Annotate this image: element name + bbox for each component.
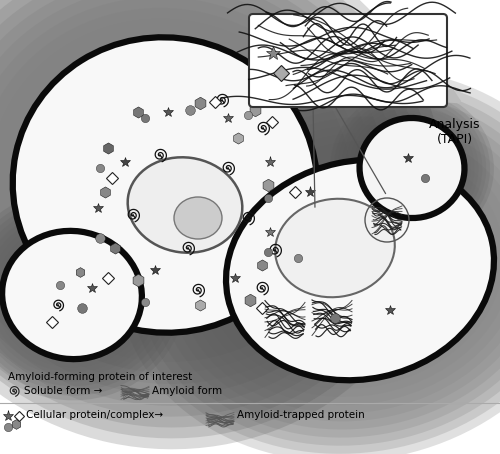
Ellipse shape xyxy=(128,157,242,253)
Ellipse shape xyxy=(12,37,318,333)
Ellipse shape xyxy=(360,118,465,218)
Ellipse shape xyxy=(174,197,222,239)
Ellipse shape xyxy=(148,93,500,438)
Ellipse shape xyxy=(0,0,422,428)
Ellipse shape xyxy=(346,104,478,232)
Ellipse shape xyxy=(0,213,160,377)
Ellipse shape xyxy=(2,231,142,359)
Ellipse shape xyxy=(334,94,490,242)
Text: Amyloid form: Amyloid form xyxy=(152,386,222,396)
Ellipse shape xyxy=(0,0,410,417)
Ellipse shape xyxy=(186,125,500,405)
Ellipse shape xyxy=(330,90,494,246)
Ellipse shape xyxy=(0,0,387,395)
Ellipse shape xyxy=(342,101,482,235)
Ellipse shape xyxy=(338,97,486,239)
Ellipse shape xyxy=(176,117,500,413)
Text: Amyloid-trapped protein: Amyloid-trapped protein xyxy=(237,410,365,420)
Text: Cellular protein/complex→: Cellular protein/complex→ xyxy=(26,410,163,420)
Ellipse shape xyxy=(275,199,395,297)
Ellipse shape xyxy=(226,160,494,380)
Ellipse shape xyxy=(157,100,500,429)
Ellipse shape xyxy=(118,68,500,454)
Ellipse shape xyxy=(167,109,500,421)
Text: Soluble form →: Soluble form → xyxy=(24,386,102,396)
Ellipse shape xyxy=(0,199,175,391)
Text: Amyloid-forming protein of interest: Amyloid-forming protein of interest xyxy=(8,372,192,382)
Ellipse shape xyxy=(0,0,434,439)
FancyArrowPatch shape xyxy=(436,37,458,101)
Ellipse shape xyxy=(0,204,170,386)
Ellipse shape xyxy=(0,0,398,406)
Ellipse shape xyxy=(0,194,180,395)
Ellipse shape xyxy=(138,84,500,446)
Text: Analysis
(TAPI): Analysis (TAPI) xyxy=(429,118,481,146)
Ellipse shape xyxy=(0,190,185,400)
Ellipse shape xyxy=(0,0,376,384)
Ellipse shape xyxy=(0,0,445,449)
Ellipse shape xyxy=(0,0,364,373)
Ellipse shape xyxy=(0,208,165,381)
FancyBboxPatch shape xyxy=(249,14,447,107)
Ellipse shape xyxy=(128,76,500,454)
